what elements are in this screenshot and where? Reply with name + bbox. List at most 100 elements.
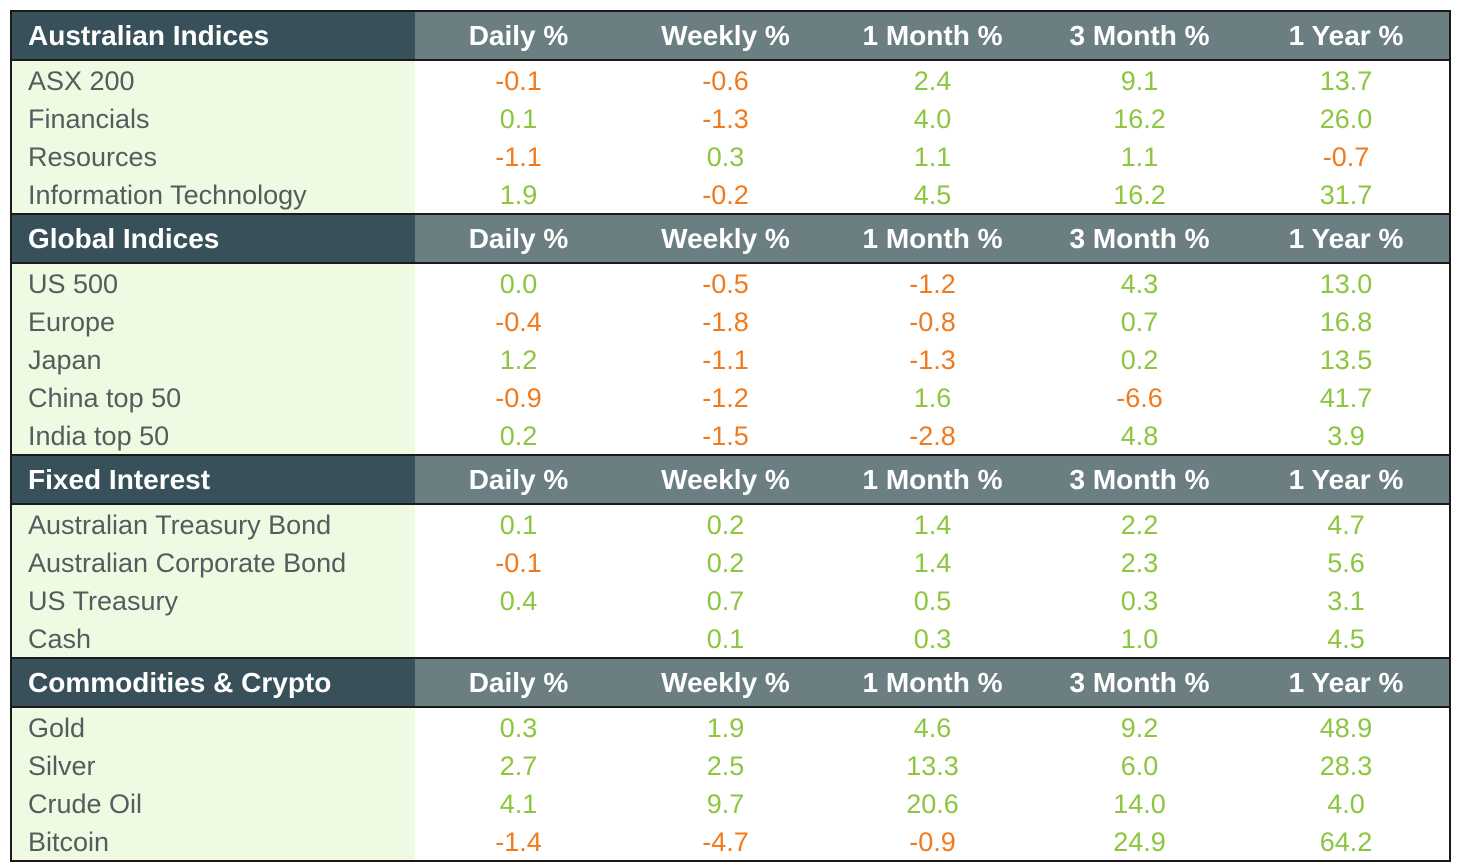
row-label-japan: Japan [11,340,415,378]
value-cell: 48.9 [1243,707,1450,746]
value-cell: 0.2 [622,504,829,543]
column-header-3-month: 3 Month % [1036,454,1243,505]
column-header-1-month: 1 Month % [829,454,1036,505]
value-cell: 16.8 [1243,302,1450,340]
value-cell: 14.0 [1036,784,1243,822]
value-cell: 1.0 [1036,619,1243,658]
value-cell: 2.4 [829,60,1036,99]
column-header-3-month: 3 Month % [1036,657,1243,708]
table-row: US Treasury 0.4 0.7 0.5 0.3 3.1 [11,581,1450,619]
value-cell: 0.3 [622,137,829,175]
column-header-1-month: 1 Month % [829,10,1036,61]
value-cell: 0.1 [415,504,622,543]
value-cell: 0.3 [829,619,1036,658]
table-row: Japan 1.2 -1.1 -1.3 0.2 13.5 [11,340,1450,378]
value-cell: 9.2 [1036,707,1243,746]
value-cell: 1.1 [829,137,1036,175]
column-header-weekly: Weekly % [622,657,829,708]
value-cell: 0.0 [415,263,622,302]
table-row: Financials 0.1 -1.3 4.0 16.2 26.0 [11,99,1450,137]
row-label-bitcoin: Bitcoin [11,822,415,861]
value-cell: -0.6 [622,60,829,99]
row-label-australian-treasury-bond: Australian Treasury Bond [11,504,415,543]
column-header-daily: Daily % [415,10,622,61]
value-cell: 9.1 [1036,60,1243,99]
value-cell: 1.4 [829,504,1036,543]
value-cell [415,619,622,658]
value-cell: -1.1 [622,340,829,378]
value-cell: 1.1 [1036,137,1243,175]
value-cell: -1.3 [829,340,1036,378]
table-row: Crude Oil 4.1 9.7 20.6 14.0 4.0 [11,784,1450,822]
value-cell: -1.5 [622,416,829,455]
value-cell: 1.4 [829,543,1036,581]
row-label-cash: Cash [11,619,415,658]
table-row: Australian Treasury Bond 0.1 0.2 1.4 2.2 4.7 [11,504,1450,543]
value-cell: -1.3 [622,99,829,137]
value-cell: 41.7 [1243,378,1450,416]
table-row: Resources -1.1 0.3 1.1 1.1 -0.7 [11,137,1450,175]
value-cell: 4.3 [1036,263,1243,302]
value-cell: 0.7 [622,581,829,619]
row-label-information-technology: Information Technology [11,175,415,214]
value-cell: -0.9 [829,822,1036,861]
value-cell: 2.5 [622,746,829,784]
value-cell: 0.2 [1036,340,1243,378]
column-header-weekly: Weekly % [622,454,829,505]
value-cell: 16.2 [1036,99,1243,137]
value-cell: 20.6 [829,784,1036,822]
column-header-1-month: 1 Month % [829,657,1036,708]
value-cell: 1.2 [415,340,622,378]
column-header-3-month: 3 Month % [1036,10,1243,61]
value-cell: 24.9 [1036,822,1243,861]
row-label-resources: Resources [11,137,415,175]
table-row: Gold 0.3 1.9 4.6 9.2 48.9 [11,707,1450,746]
value-cell: 4.1 [415,784,622,822]
value-cell: 4.0 [1243,784,1450,822]
value-cell: 0.7 [1036,302,1243,340]
value-cell: -0.8 [829,302,1036,340]
value-cell: 0.1 [415,99,622,137]
value-cell: 4.6 [829,707,1036,746]
market-performance-table-container: Australian Indices Daily % Weekly % 1 Month… [10,10,1451,862]
table-row: Silver 2.7 2.5 13.3 6.0 28.3 [11,746,1450,784]
row-label-china-top-50: China top 50 [11,378,415,416]
row-label-india-top-50: India top 50 [11,416,415,455]
value-cell: 0.2 [415,416,622,455]
column-header-daily: Daily % [415,657,622,708]
section-title: Australian Indices [11,10,415,61]
value-cell: 3.9 [1243,416,1450,455]
column-header-1-year: 1 Year % [1243,213,1450,264]
value-cell: -0.2 [622,175,829,214]
row-label-us-500: US 500 [11,263,415,302]
value-cell: -6.6 [1036,378,1243,416]
row-label-europe: Europe [11,302,415,340]
value-cell: 9.7 [622,784,829,822]
section-header-commodities-and-crypto: Commodities & Crypto Daily % Weekly % 1 Mon… [11,657,1450,708]
value-cell: -0.4 [415,302,622,340]
section-title: Fixed Interest [11,454,415,505]
table-row: Bitcoin -1.4 -4.7 -0.9 24.9 64.2 [11,822,1450,861]
value-cell: 0.3 [415,707,622,746]
column-header-1-month: 1 Month % [829,213,1036,264]
table-row: Cash 0.1 0.3 1.0 4.5 [11,619,1450,658]
value-cell: 16.2 [1036,175,1243,214]
value-cell: -0.7 [1243,137,1450,175]
value-cell: 26.0 [1243,99,1450,137]
value-cell: 1.9 [622,707,829,746]
value-cell: 0.5 [829,581,1036,619]
value-cell: 2.2 [1036,504,1243,543]
column-header-daily: Daily % [415,213,622,264]
value-cell: 2.7 [415,746,622,784]
value-cell: -1.8 [622,302,829,340]
value-cell: 13.7 [1243,60,1450,99]
section-header-global-indices: Global Indices Daily % Weekly % 1 Month % 3 … [11,213,1450,264]
column-header-daily: Daily % [415,454,622,505]
value-cell: 0.2 [622,543,829,581]
value-cell: 4.5 [1243,619,1450,658]
value-cell: 2.3 [1036,543,1243,581]
value-cell: 1.6 [829,378,1036,416]
column-header-weekly: Weekly % [622,10,829,61]
value-cell: -0.5 [622,263,829,302]
value-cell: 6.0 [1036,746,1243,784]
